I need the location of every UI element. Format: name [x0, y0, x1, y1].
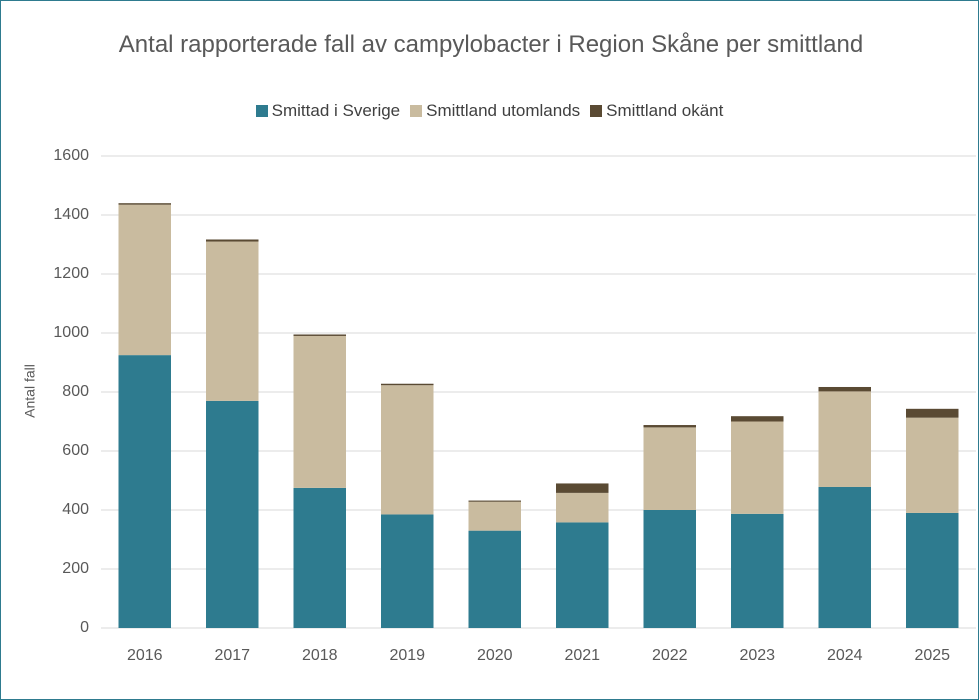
- x-tick-label: 2025: [914, 647, 950, 664]
- legend-label: Smittland okänt: [606, 101, 724, 120]
- x-tick-label: 2023: [739, 647, 775, 664]
- bar-segment: [118, 204, 171, 356]
- bar-segment: [818, 386, 871, 392]
- x-tick-label: 2018: [302, 647, 338, 664]
- legend-item: Smittland utomlands: [410, 101, 580, 121]
- bar-segment: [293, 335, 346, 488]
- y-axis-label: Antal fall: [22, 364, 38, 418]
- y-tick-label: 400: [62, 501, 89, 518]
- bar-segment: [556, 522, 609, 628]
- y-tick-label: 800: [62, 383, 89, 400]
- bar-segment: [118, 355, 171, 628]
- legend-label: Smittland utomlands: [426, 101, 581, 120]
- bar-segment: [206, 239, 259, 242]
- bar-segment: [293, 487, 346, 628]
- x-tick-label: 2016: [127, 647, 163, 664]
- x-tick-label: 2024: [827, 647, 863, 664]
- x-tick-label: 2022: [652, 647, 688, 664]
- x-tick-label: 2020: [477, 647, 513, 664]
- legend-item: Smittad i Sverige: [255, 101, 401, 121]
- bar-segment: [818, 391, 871, 487]
- bar-segment: [468, 500, 521, 502]
- bar-segment: [206, 400, 259, 628]
- bar-segment: [643, 425, 696, 428]
- legend-item: Smittland okänt: [590, 101, 723, 121]
- bar-segment: [731, 416, 784, 422]
- bar-segment: [381, 514, 434, 628]
- y-tick-label: 1200: [53, 265, 89, 282]
- bar-segment: [731, 421, 784, 514]
- x-tick-label: 2019: [389, 647, 425, 664]
- bar-segment: [381, 385, 434, 515]
- y-tick-label: 600: [62, 442, 89, 459]
- bar-segment: [556, 492, 609, 523]
- bar-segment: [906, 512, 959, 628]
- bar-segment: [556, 483, 609, 493]
- y-tick-label: 200: [62, 560, 89, 577]
- bar-segment: [818, 486, 871, 628]
- legend-swatch: [255, 105, 268, 117]
- bar-segment: [468, 530, 521, 628]
- bar-segment: [643, 510, 696, 628]
- y-tick-label: 1000: [53, 324, 89, 341]
- bar-segment: [643, 427, 696, 510]
- bar-segment: [118, 203, 171, 205]
- bar-segment: [906, 408, 959, 418]
- bar-segment: [468, 501, 521, 531]
- y-tick-label: 1600: [53, 147, 89, 164]
- bar-segment: [206, 241, 259, 401]
- legend-swatch: [590, 105, 603, 117]
- x-tick-label: 2021: [564, 647, 600, 664]
- y-tick-label: 0: [80, 619, 89, 636]
- legend-swatch: [410, 105, 423, 117]
- bar-segment: [293, 334, 346, 336]
- bar-segment: [906, 417, 959, 513]
- y-tick-label: 1400: [53, 206, 89, 223]
- legend-label: Smittad i Sverige: [271, 101, 401, 120]
- bar-segment: [731, 513, 784, 628]
- legend: Smittad i Sverige Smittland utomlands Smit…: [1, 101, 978, 121]
- chart-title: Antal rapporterade fall av campylobacter…: [118, 31, 864, 58]
- x-tick-label: 2017: [214, 647, 250, 664]
- bar-segment: [381, 383, 434, 386]
